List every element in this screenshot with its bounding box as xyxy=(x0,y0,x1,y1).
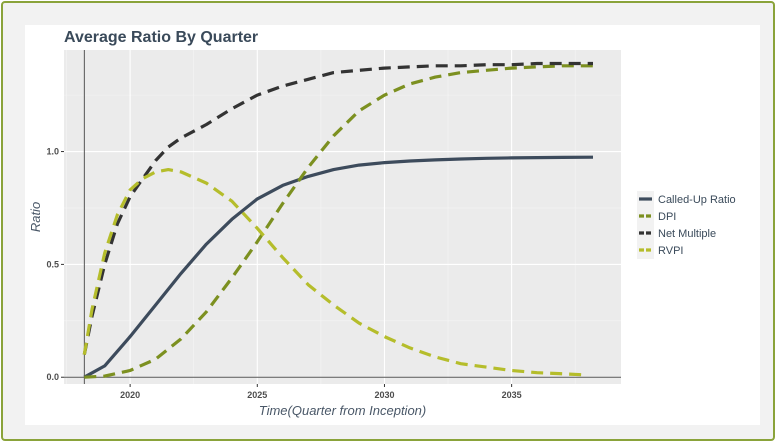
legend-label: Called-Up Ratio xyxy=(658,194,736,206)
y-ticks: 0.0 0.5 1.0 xyxy=(46,147,64,382)
x-tick-label: 2025 xyxy=(247,390,267,400)
x-tick-label: 2020 xyxy=(120,390,140,400)
legend: Called-Up Ratio DPI Net Multiple RVPI xyxy=(637,191,736,259)
x-tick-label: 2030 xyxy=(374,390,394,400)
legend-label: RVPI xyxy=(658,245,683,257)
x-ticks: 2020 2025 2030 2035 xyxy=(120,384,522,400)
y-tick-label: 1.0 xyxy=(46,147,59,157)
series-lines xyxy=(82,61,594,379)
x-axis-label: Time(Quarter from Inception) xyxy=(259,403,427,418)
chart-title: Average Ratio By Quarter xyxy=(64,29,258,46)
x-tick-label: 2035 xyxy=(502,390,522,400)
series-line xyxy=(83,155,594,379)
series-line xyxy=(84,64,593,379)
legend-label: DPI xyxy=(658,211,676,223)
legend-key-bg xyxy=(637,242,654,259)
minor-gridlines xyxy=(64,50,621,384)
legend-key-bg xyxy=(637,225,654,242)
series-line xyxy=(82,168,588,377)
plot-background xyxy=(64,50,621,384)
legend-key-bg xyxy=(637,208,654,225)
y-axis-label: Ratio xyxy=(28,202,43,232)
legend-label: Net Multiple xyxy=(658,228,716,240)
y-tick-label: 0.5 xyxy=(46,259,59,269)
y-tick-label: 0.0 xyxy=(46,372,59,382)
